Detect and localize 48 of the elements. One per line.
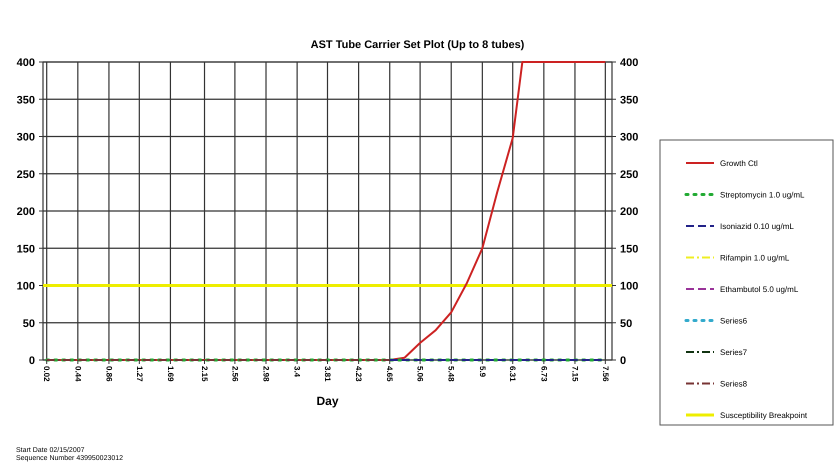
x-tick-label: 7.15 (570, 366, 580, 382)
x-tick-label: 4.23 (354, 366, 364, 382)
legend-label: Ethambutol 5.0 ug/mL (720, 285, 799, 294)
y2-tick-label: 50 (620, 318, 632, 330)
x-tick-label: 6.73 (539, 366, 548, 382)
legend-label: Streptomycin 1.0 ug/mL (720, 190, 806, 200)
y-tick-label: 400 (16, 57, 35, 69)
y2-tick-label: 350 (620, 94, 638, 106)
x-tick-label: 5.48 (446, 366, 456, 382)
y2-tick-label: 150 (620, 243, 638, 256)
x-tick-label: 5.06 (416, 366, 425, 382)
chart-title: AST Tube Carrier Set Plot (Up to 8 tubes) (310, 39, 525, 51)
x-tick-label: 6.31 (508, 366, 518, 382)
x-tick-label: 5.9 (478, 366, 487, 378)
x-tick-label: 2.15 (200, 366, 210, 382)
y-tick-label: 150 (16, 243, 35, 256)
x-tick-label: 3.4 (292, 366, 302, 378)
x-tick-label: 2.98 (262, 366, 271, 382)
x-tick-label: 2.56 (230, 366, 240, 382)
x-tick-label: 7.56 (600, 366, 610, 382)
legend-label: Susceptibility Breakpoint (720, 411, 808, 420)
y-tick-label: 250 (16, 168, 35, 181)
legend-label: Isoniazid 0.10 ug/mL (720, 222, 794, 231)
legend-label: Series8 (720, 380, 748, 388)
legend-label: Series6 (720, 316, 748, 326)
legend-label: Series7 (720, 348, 748, 357)
y-tick-label: 0 (28, 355, 35, 367)
y2-tick-label: 250 (620, 168, 638, 181)
y-tick-label: 100 (16, 280, 35, 292)
legend-label: Growth Ctl (720, 159, 758, 168)
x-axis-title: Day (316, 394, 339, 408)
y2-tick-label: 400 (620, 57, 638, 69)
y2-tick-label: 100 (620, 280, 638, 292)
y-tick-label: 50 (22, 318, 35, 330)
x-tick-label: 1.27 (134, 366, 144, 382)
x-tick-label: 0.02 (42, 366, 52, 382)
x-tick-label: 0.44 (73, 366, 82, 382)
y-tick-label: 200 (16, 206, 35, 218)
x-tick-label: 0.86 (104, 366, 114, 382)
y-tick-label: 350 (16, 94, 35, 106)
y2-tick-label: 300 (620, 132, 638, 144)
legend-label: Rifampin 1.0 ug/mL (720, 254, 790, 262)
y2-tick-label: 200 (620, 206, 638, 218)
y-tick-label: 300 (16, 132, 35, 144)
x-tick-label: 3.81 (323, 366, 332, 382)
x-tick-label: 4.65 (385, 366, 394, 382)
x-tick-label: 1.69 (166, 366, 175, 382)
y2-tick-label: 0 (620, 355, 626, 367)
